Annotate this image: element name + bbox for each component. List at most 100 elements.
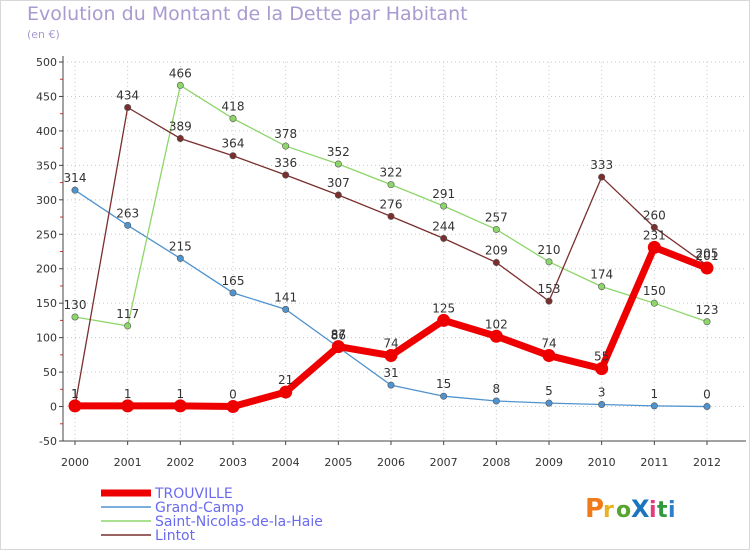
data-label: 263 bbox=[116, 206, 139, 220]
data-point bbox=[545, 399, 553, 407]
y-tick-label: -50 bbox=[39, 435, 57, 448]
x-tick-label: 2006 bbox=[377, 456, 405, 469]
data-label: 0 bbox=[703, 388, 711, 402]
data-point bbox=[492, 397, 500, 405]
data-label: 231 bbox=[643, 228, 666, 242]
data-label: 141 bbox=[274, 290, 297, 304]
data-point bbox=[440, 202, 448, 210]
series-trouville bbox=[68, 240, 714, 414]
y-tick-label: 150 bbox=[36, 297, 57, 310]
series-grand-camp bbox=[71, 186, 711, 411]
data-point bbox=[647, 240, 661, 254]
proxiti-logo: P r o X i t i bbox=[585, 494, 676, 524]
data-point bbox=[173, 399, 187, 413]
y-tick-label: 0 bbox=[50, 401, 57, 414]
data-label: 102 bbox=[485, 317, 508, 331]
legend-label: Saint-Nicolas-de-la-Haie bbox=[155, 514, 323, 530]
data-point bbox=[650, 223, 658, 231]
series-lintot bbox=[71, 103, 711, 410]
data-point bbox=[176, 254, 184, 262]
data-label: 257 bbox=[485, 210, 508, 224]
data-point bbox=[387, 381, 395, 389]
data-label: 123 bbox=[696, 303, 719, 317]
data-point bbox=[437, 313, 451, 327]
data-label: 215 bbox=[169, 239, 192, 253]
data-label: 130 bbox=[64, 298, 87, 312]
data-point bbox=[598, 283, 606, 291]
series-saint-nicolas-de-la-haie bbox=[71, 81, 711, 330]
data-label: 1 bbox=[71, 387, 79, 401]
y-tick-label: 500 bbox=[36, 56, 57, 69]
data-point bbox=[387, 181, 395, 189]
data-label: 244 bbox=[432, 219, 455, 233]
data-label: 1 bbox=[177, 387, 185, 401]
data-label: 117 bbox=[116, 307, 139, 321]
logo-letter-x: X bbox=[631, 495, 650, 523]
data-label: 307 bbox=[327, 176, 350, 190]
data-label: 201 bbox=[696, 249, 719, 263]
data-point bbox=[71, 186, 79, 194]
data-label: 125 bbox=[432, 301, 455, 315]
y-tick-label: 450 bbox=[36, 90, 57, 103]
data-point bbox=[124, 322, 132, 330]
legend: TROUVILLEGrand-CampSaint-Nicolas-de-la-H… bbox=[101, 486, 323, 544]
logo-letter-r: r bbox=[603, 498, 614, 523]
data-labels: 1 1 1 0218774125102745523120131426321516514… bbox=[64, 66, 719, 401]
data-point bbox=[542, 349, 556, 363]
data-label: 260 bbox=[643, 208, 666, 222]
data-label: 3 bbox=[598, 385, 606, 399]
data-point bbox=[229, 289, 237, 297]
data-point bbox=[226, 400, 240, 414]
y-tick-label: 350 bbox=[36, 159, 57, 172]
y-tick-label: 200 bbox=[36, 263, 57, 276]
x-tick-label: 2009 bbox=[535, 456, 563, 469]
data-point bbox=[598, 400, 606, 408]
data-point bbox=[121, 399, 135, 413]
data-label: 1 bbox=[651, 387, 659, 401]
data-point bbox=[229, 115, 237, 123]
data-point bbox=[650, 402, 658, 410]
data-point bbox=[703, 318, 711, 326]
data-point bbox=[124, 103, 132, 111]
data-point bbox=[282, 171, 290, 179]
data-label: 378 bbox=[274, 127, 297, 141]
data-point bbox=[176, 81, 184, 89]
data-point bbox=[229, 152, 237, 160]
data-point bbox=[598, 173, 606, 181]
data-point bbox=[279, 385, 293, 399]
data-label: 31 bbox=[383, 366, 398, 380]
data-point bbox=[492, 225, 500, 233]
y-tick-label: 300 bbox=[36, 194, 57, 207]
series-layer bbox=[68, 81, 714, 414]
data-label: 8 bbox=[493, 382, 501, 396]
data-label: 389 bbox=[169, 119, 192, 133]
x-tick-label: 2005 bbox=[324, 456, 352, 469]
data-label: 165 bbox=[222, 274, 245, 288]
data-point bbox=[545, 297, 553, 305]
chart-unit-label: (en €) bbox=[27, 28, 60, 41]
data-point bbox=[68, 399, 82, 413]
x-tick-label: 2011 bbox=[640, 456, 668, 469]
data-label: 1 bbox=[124, 387, 132, 401]
logo-letter-i: i bbox=[649, 498, 657, 523]
data-label: 322 bbox=[380, 166, 403, 180]
data-label: 333 bbox=[590, 158, 613, 172]
data-label: 74 bbox=[541, 337, 556, 351]
x-tick-label: 2008 bbox=[482, 456, 510, 469]
x-tick-label: 2007 bbox=[430, 456, 458, 469]
data-label: 150 bbox=[643, 284, 666, 298]
data-label: 74 bbox=[383, 337, 398, 351]
data-label: 466 bbox=[169, 66, 192, 80]
data-label: 55 bbox=[594, 350, 609, 364]
data-label: 291 bbox=[432, 187, 455, 201]
data-label: 1 bbox=[71, 387, 79, 401]
data-point bbox=[387, 212, 395, 220]
x-tick-label: 2002 bbox=[166, 456, 194, 469]
data-label: 352 bbox=[327, 145, 350, 159]
data-label: 210 bbox=[538, 243, 561, 257]
data-point bbox=[489, 329, 503, 343]
x-tick-label: 2010 bbox=[588, 456, 616, 469]
